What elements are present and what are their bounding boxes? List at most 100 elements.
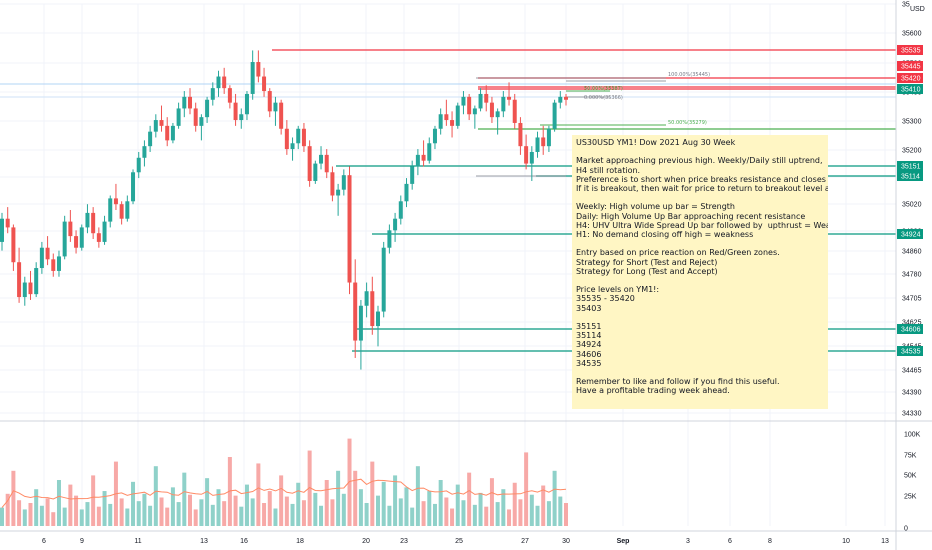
candle-body (427, 143, 432, 161)
time-axis[interactable]: 6 9 11 13 16 18 20 23 25 27 30 Sep 3 6 8 10 13 (42, 538, 889, 545)
note-line: 34535 (576, 358, 602, 368)
volume-bar (546, 501, 551, 526)
volume-bar (22, 509, 27, 526)
price-tag-box (897, 73, 923, 83)
volume-bar (227, 457, 232, 526)
price-tag-label: 34606 (901, 327, 921, 334)
volume-bar (5, 493, 10, 526)
candle-body (102, 221, 107, 242)
volume-bar (131, 481, 136, 526)
volume-tick-label: 100K (904, 432, 921, 439)
candle-body (461, 96, 466, 106)
candlestick-series (0, 50, 568, 370)
volume-moving-average (1, 478, 567, 508)
candle-body (518, 122, 523, 147)
volume-bar (205, 478, 210, 526)
volume-bar (222, 501, 227, 526)
price-tick-label: 35600 (902, 31, 922, 38)
price-tag-label: 34535 (901, 349, 921, 356)
candle-body (51, 259, 56, 271)
volume-bar (370, 461, 375, 526)
note-line (576, 193, 824, 202)
candle-body (393, 218, 398, 231)
candle-body (244, 93, 249, 115)
volume-bar (415, 466, 420, 526)
volume-bar (347, 438, 352, 526)
volume-bar (233, 495, 238, 526)
note-line: 34924 (576, 340, 602, 350)
candle-body (467, 96, 472, 115)
volume-bar (398, 498, 403, 526)
volume-tick-label: 75K (904, 453, 917, 460)
volume-tick-label: 25K (904, 494, 917, 501)
volume-bar (301, 500, 306, 526)
candle-body (512, 99, 517, 123)
volume-bar (85, 502, 90, 526)
volume-bar (518, 499, 523, 526)
note-line: Have a profitable trading week ahead. (576, 386, 730, 396)
time-tick-label: 6 (728, 538, 732, 545)
note-line: Weekly: High volume up bar = Strength (576, 202, 735, 212)
volume-bar (0, 507, 4, 526)
volume-bar (51, 512, 56, 526)
candle-body (136, 157, 141, 173)
time-tick-label: 18 (296, 538, 304, 545)
volume-bar (17, 500, 22, 526)
candle-body (74, 236, 79, 248)
candle-body (404, 183, 409, 202)
candle-body (330, 172, 335, 196)
candle-body (205, 99, 210, 118)
candle-body (210, 88, 215, 100)
note-line: 35151 (576, 321, 602, 331)
volume-bar (421, 501, 426, 526)
volume-bar (330, 499, 335, 526)
candle-body (290, 143, 295, 150)
volume-bar (119, 498, 124, 526)
volume-bar (404, 487, 409, 526)
currency-label: USD (910, 6, 925, 13)
volume-bar (102, 491, 107, 526)
volume-bar (79, 509, 84, 526)
candle-body (227, 88, 232, 103)
candle-body (307, 146, 312, 181)
volume-bar (524, 452, 529, 526)
volume-bar (193, 509, 198, 526)
note-line: 35114 (576, 331, 602, 341)
volume-bar (381, 481, 386, 526)
volume-bar (410, 507, 415, 526)
candle-body (472, 108, 477, 115)
volume-bar (56, 480, 61, 526)
price-tick-label: 34780 (902, 272, 922, 279)
candle-body (0, 218, 4, 242)
note-line (576, 147, 824, 156)
volume-bar (279, 475, 284, 526)
volume-bar (432, 503, 437, 526)
candle-body (319, 154, 324, 164)
candle-body (142, 146, 147, 158)
volume-bar (244, 484, 249, 526)
volume-bar (45, 498, 50, 526)
candle-body (45, 247, 50, 260)
note-line (576, 313, 824, 322)
price-tick-label: 35300 (902, 119, 922, 126)
volume-bar (28, 503, 33, 526)
price-tick-label: 34465 (902, 368, 922, 375)
candle-body (381, 247, 386, 312)
time-tick-label: 30 (562, 538, 570, 545)
note-line: Price levels on YM1!: (576, 285, 660, 295)
price-tag-label: 35445 (901, 64, 921, 71)
volume-bar (148, 505, 153, 526)
candle-body (524, 146, 529, 164)
time-tick-label: 3 (686, 538, 690, 545)
candle-body (495, 111, 500, 118)
volume-bar (427, 491, 432, 526)
price-tag-label: 35114 (901, 174, 920, 181)
candle-body (387, 230, 392, 248)
volume-bar (495, 502, 500, 526)
candle-body (410, 166, 415, 184)
price-tick-label: 35 (902, 2, 910, 9)
price-tag-box (897, 61, 923, 71)
volume-bar (313, 492, 318, 526)
note-line: H1: No demand closing off high = weaknes… (576, 230, 754, 239)
